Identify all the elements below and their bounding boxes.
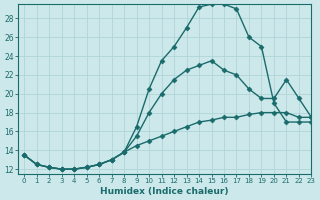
X-axis label: Humidex (Indice chaleur): Humidex (Indice chaleur) (100, 187, 229, 196)
